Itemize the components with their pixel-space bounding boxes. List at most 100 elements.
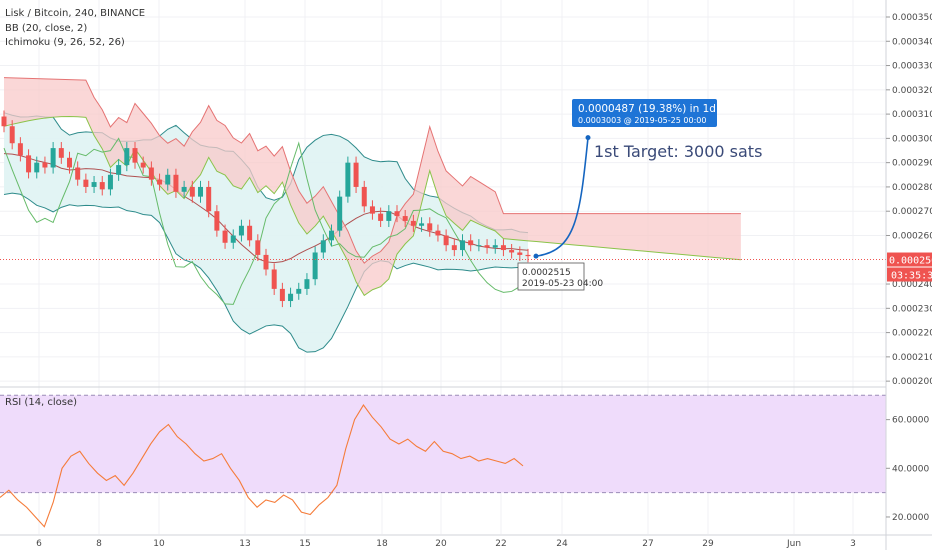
- current-price-tag: [887, 252, 932, 267]
- ichimoku-cloud: [4, 77, 741, 296]
- candle-body: [1, 116, 7, 127]
- candle-body: [369, 206, 375, 214]
- candles: [1, 110, 531, 308]
- candle-body: [476, 245, 482, 247]
- measure-box-line1: 0.0000487 (19.38%) in 1d 20h: [578, 103, 739, 115]
- bollinger-lower: [3, 192, 529, 353]
- point-date-label: 2019-05-23 04:00: [522, 279, 603, 289]
- candle-body: [198, 186, 203, 197]
- time-tick-label: 27: [642, 539, 653, 549]
- candle-body: [173, 174, 179, 192]
- rsi-legend: RSI (14, close): [5, 397, 77, 408]
- rsi-tick-label: 60.0000: [892, 416, 929, 426]
- candle-body: [296, 288, 302, 294]
- projection-end-point: [585, 135, 591, 141]
- candle-body: [263, 254, 269, 270]
- price-tick-label: 0.0002700: [892, 207, 932, 217]
- price-tick-label: 0.0003000: [892, 134, 932, 144]
- candle-body: [148, 167, 154, 180]
- candle-body: [165, 174, 171, 185]
- candle-body: [107, 174, 113, 190]
- candle-body: [58, 148, 64, 158]
- candle-body: [9, 126, 15, 144]
- candle-body: [468, 240, 474, 246]
- time-tick-label: 24: [556, 539, 568, 549]
- candle-body: [500, 245, 506, 251]
- candle-body: [157, 179, 163, 185]
- rsi-tick-label: 40.0000: [892, 464, 929, 474]
- measure-box-line2: 0.0003003 @ 2019-05-25 00:00: [578, 116, 706, 125]
- candle-body: [67, 157, 72, 168]
- candle-body: [353, 162, 359, 187]
- rsi-tick-label: 20.0000: [892, 513, 929, 523]
- price-tick-label: 0.0002300: [892, 304, 932, 314]
- candle-body: [394, 211, 400, 217]
- candle-body: [410, 220, 416, 226]
- price-tick-label: 0.0003300: [892, 62, 932, 72]
- candle-body: [34, 162, 40, 173]
- time-tick-label: 29: [702, 539, 714, 549]
- candle-body: [75, 167, 81, 180]
- candle-body: [402, 216, 408, 221]
- candle-body: [26, 155, 32, 173]
- candle-body: [427, 223, 433, 231]
- candle-body: [238, 225, 244, 236]
- candle-body: [329, 230, 334, 241]
- candle-body: [222, 230, 228, 243]
- candle-body: [345, 162, 351, 197]
- candle-body: [83, 179, 89, 187]
- candle-body: [206, 186, 212, 212]
- price-tick-label: 0.0002800: [892, 183, 932, 193]
- candle-body: [132, 148, 138, 163]
- time-tick-label: 15: [299, 539, 310, 549]
- candle-body: [435, 230, 441, 236]
- candle-body: [312, 252, 318, 280]
- candle-body: [419, 223, 425, 226]
- candle-body: [320, 240, 326, 253]
- point-price-label: 0.0002515: [522, 268, 571, 278]
- price-tick-label: 0.0002600: [892, 231, 932, 241]
- ichimoku-span-b: [3, 77, 741, 264]
- price-tick-label: 0.0003200: [892, 86, 932, 96]
- current-price-label: 0.0002501: [889, 256, 932, 267]
- time-tick-label: 6: [36, 539, 42, 549]
- candle-body: [378, 213, 384, 221]
- candle-body: [509, 250, 515, 253]
- candle-body: [279, 288, 285, 302]
- measure-box: [572, 99, 717, 127]
- candle-body: [443, 235, 449, 246]
- price-tick-label: 0.0003400: [892, 37, 932, 47]
- rsi-band: [0, 395, 886, 493]
- candle-body: [255, 240, 261, 255]
- candle-body: [484, 245, 490, 248]
- projection-curve: [535, 137, 589, 257]
- candle-body: [451, 245, 457, 251]
- rsi-line: [0, 404, 524, 528]
- price-tick-label: 0.0002900: [892, 159, 932, 169]
- bb-legend: BB (20, close, 2): [5, 23, 87, 34]
- price-tick-label: 0.0002000: [892, 377, 932, 387]
- bollinger-fill: [4, 112, 528, 353]
- time-tick-label: 10: [153, 539, 165, 549]
- time-tick-label: Jun: [786, 539, 801, 549]
- candle-body: [91, 182, 97, 187]
- symbol-title: Lisk / Bitcoin, 240, BINANCE: [5, 8, 145, 19]
- countdown-tag: [887, 267, 932, 282]
- candle-body: [247, 225, 253, 241]
- price-tick-label: 0.0003100: [892, 110, 932, 120]
- candle-body: [361, 186, 367, 207]
- candle-body: [337, 196, 343, 231]
- price-tick-label: 0.0002100: [892, 353, 932, 363]
- candle-body: [140, 162, 146, 168]
- time-tick-label: 22: [495, 539, 506, 549]
- target-label: 1st Target: 3000 sats: [594, 142, 762, 161]
- time-tick-label: 8: [96, 539, 102, 549]
- price-tick-label: 0.0002400: [892, 280, 932, 290]
- candle-body: [17, 143, 23, 156]
- countdown-label: 03:35:31: [891, 271, 932, 282]
- time-tick-label: 18: [376, 539, 388, 549]
- candle-body: [116, 165, 122, 175]
- projection-start-point: [533, 253, 539, 259]
- ichimoku-lagging-span: [3, 137, 529, 305]
